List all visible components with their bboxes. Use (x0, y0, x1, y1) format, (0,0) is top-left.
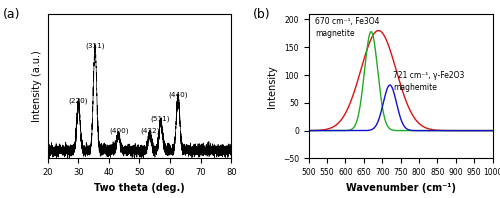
Text: (220): (220) (68, 97, 88, 104)
Text: (440): (440) (168, 91, 188, 98)
X-axis label: Two theta (deg.): Two theta (deg.) (94, 183, 185, 193)
Text: (311): (311) (86, 42, 105, 49)
Text: (511): (511) (150, 116, 170, 122)
Y-axis label: Intensity (a.u.): Intensity (a.u.) (32, 50, 42, 122)
Text: maghemite: maghemite (393, 83, 437, 92)
Text: (a): (a) (2, 8, 20, 21)
X-axis label: Wavenumber (cm⁻¹): Wavenumber (cm⁻¹) (346, 183, 456, 193)
Text: (b): (b) (252, 8, 270, 21)
Text: (422): (422) (140, 127, 160, 133)
Text: 670 cm⁻¹, Fe3O4: 670 cm⁻¹, Fe3O4 (315, 17, 380, 26)
Text: 721 cm⁻¹, γ-Fe2O3: 721 cm⁻¹, γ-Fe2O3 (393, 70, 464, 80)
Text: magnetite: magnetite (315, 29, 354, 38)
Text: (400): (400) (110, 127, 130, 133)
Y-axis label: Intensity: Intensity (267, 65, 277, 108)
